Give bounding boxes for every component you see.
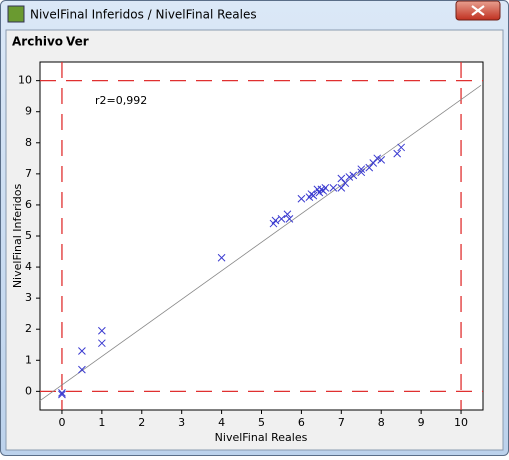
point (271, 216, 280, 225)
y-tick-label: 6 (25, 198, 32, 211)
point (285, 215, 294, 223)
x-tick-label: 2 (138, 416, 145, 429)
fit-line (39, 84, 482, 402)
point-cross (341, 179, 350, 188)
point-cross (98, 326, 106, 335)
x-tick-label: 6 (298, 416, 305, 429)
y-tick-label: 7 (25, 167, 32, 180)
point-cross (58, 390, 66, 399)
y-tick-label: 8 (25, 136, 32, 149)
point (321, 183, 330, 192)
point (341, 179, 350, 188)
x-tick-label: 5 (258, 416, 265, 429)
point (283, 210, 292, 219)
y-tick-label: 4 (25, 260, 32, 273)
point-cross (393, 149, 402, 158)
point (297, 194, 306, 203)
point (309, 191, 318, 200)
y-tick-label: 1 (25, 353, 32, 366)
point-cross (271, 216, 280, 225)
point-cross (78, 365, 86, 374)
y-tick-label: 5 (25, 229, 32, 242)
y-tick-label: 3 (25, 291, 32, 304)
point-cross (98, 339, 106, 348)
x-tick-label: 7 (338, 416, 345, 429)
point (58, 389, 66, 397)
point-cross (78, 347, 86, 355)
point-cross (397, 143, 406, 152)
point-cross (373, 154, 382, 163)
close-icon (471, 5, 485, 16)
point-cross (285, 215, 294, 223)
point-cross (349, 171, 358, 180)
point-cross (58, 389, 66, 397)
point (357, 168, 366, 177)
point-cross (277, 215, 286, 223)
x-tick-label: 3 (178, 416, 185, 429)
plot-area (39, 61, 484, 411)
point-cross (345, 173, 354, 181)
point-cross (357, 168, 366, 177)
annotation: r2=0,992 (95, 94, 147, 107)
y-tick-label: 10 (18, 74, 32, 87)
x-tick-label: 9 (418, 416, 425, 429)
point (345, 173, 354, 181)
point (393, 149, 402, 158)
menu-item[interactable]: Archivo (12, 35, 63, 49)
point (329, 183, 338, 192)
point-cross (309, 191, 318, 200)
point-cross (329, 183, 338, 192)
point (357, 165, 366, 174)
app-icon (7, 5, 25, 23)
y-tick-label: 0 (25, 384, 32, 397)
x-tick-label: 8 (378, 416, 385, 429)
x-tick-label: 0 (58, 416, 65, 429)
point (397, 143, 406, 152)
point (98, 339, 106, 348)
point (78, 365, 86, 374)
point (98, 326, 106, 335)
point-cross (283, 210, 292, 219)
point-cross (297, 194, 306, 203)
y-tick-label: 2 (25, 322, 32, 335)
point-cross (217, 253, 226, 262)
window-title: NivelFinal Inferidos / NivelFinal Reales (30, 8, 257, 22)
point-cross (321, 183, 330, 192)
point (58, 390, 66, 399)
x-axis-label: NivelFinal Reales (215, 431, 308, 444)
point-cross (357, 165, 366, 174)
point (377, 156, 386, 164)
y-tick-label: 9 (25, 105, 32, 118)
y-axis-label: NivelFinal Inferidos (11, 184, 24, 289)
x-tick-label: 10 (454, 416, 468, 429)
menu-item[interactable]: Ver (66, 35, 89, 49)
x-tick-label: 1 (98, 416, 105, 429)
point (78, 347, 86, 355)
point (373, 154, 382, 163)
point (349, 171, 358, 180)
point-cross (377, 156, 386, 164)
point (277, 215, 286, 223)
x-tick-label: 4 (218, 416, 225, 429)
point (217, 253, 226, 262)
